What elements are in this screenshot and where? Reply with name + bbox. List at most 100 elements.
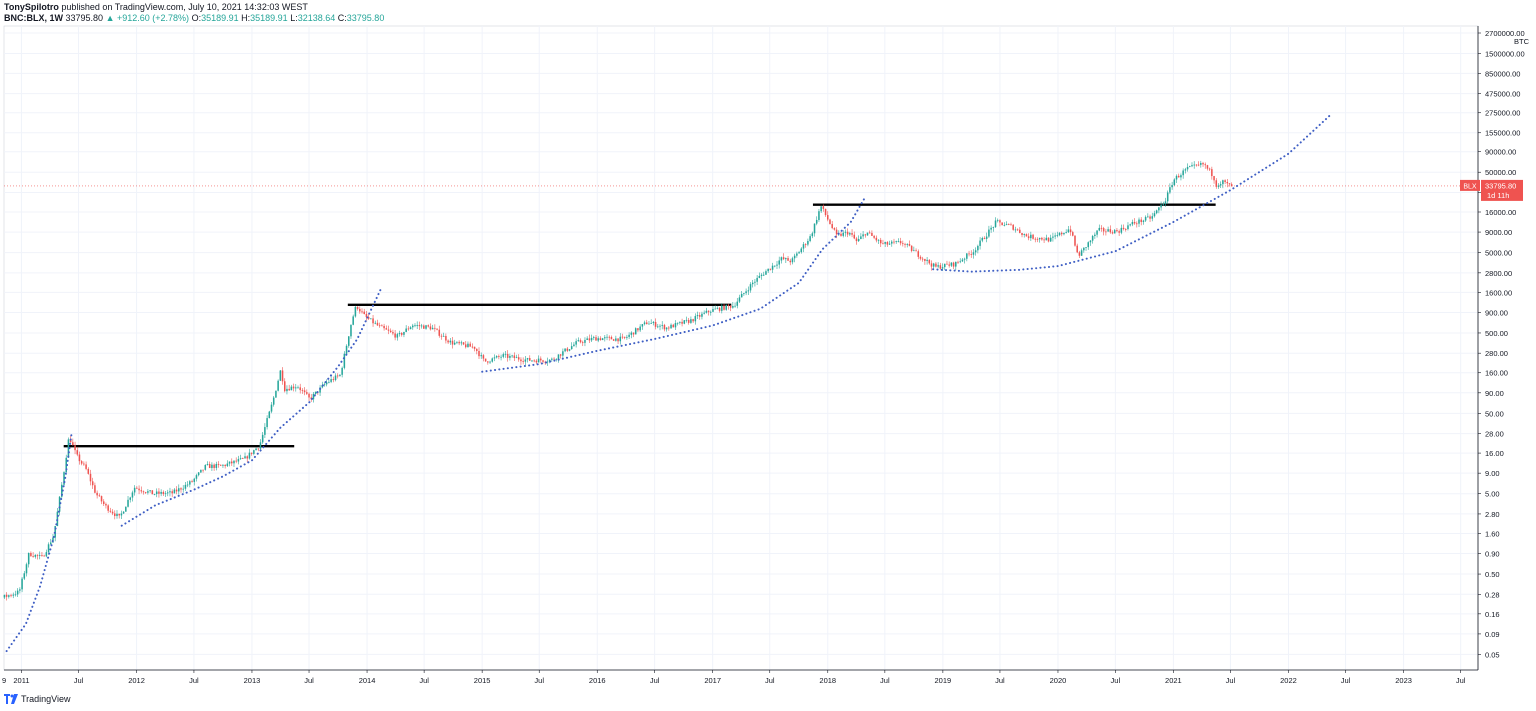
candle-body: [12, 594, 15, 596]
candle-body: [414, 325, 416, 327]
candle-body: [356, 306, 359, 309]
support-curve[interactable]: [932, 113, 1332, 273]
candle-body: [1147, 216, 1149, 218]
candle-body: [1144, 216, 1147, 221]
candle-body: [1003, 224, 1006, 226]
candle-body: [447, 340, 449, 343]
candle-body: [138, 488, 140, 491]
price-tick-label: 850000.00: [1485, 69, 1520, 78]
candle-body: [1228, 183, 1231, 185]
price-tick-label: 5000.00: [1485, 249, 1512, 258]
price-axis[interactable]: 0.05 0.09 0.16 0.28 0.50 0.90 1.60 2.80 5.00 9.00…: [1477, 26, 1530, 670]
candle-body: [696, 315, 699, 317]
candle-body: [520, 359, 522, 362]
candle-body: [1052, 236, 1054, 238]
candle-body: [328, 381, 330, 383]
candle-body: [751, 282, 754, 285]
candle-body: [588, 338, 591, 341]
candle-body: [906, 244, 909, 245]
candle-body: [822, 206, 825, 209]
candle-body: [573, 344, 575, 347]
price-tick-label: 50000.00: [1485, 168, 1516, 177]
candle-body: [1162, 203, 1165, 205]
candle-body: [612, 339, 615, 341]
candle-body: [994, 220, 997, 228]
candle-body: [548, 359, 551, 362]
candle-body: [253, 450, 255, 454]
candle-body: [831, 224, 833, 229]
candle-body: [952, 262, 955, 267]
candle-body: [833, 228, 836, 230]
candle-body: [826, 215, 829, 220]
time-tick-label: Jul: [1341, 676, 1351, 685]
candle-body: [469, 343, 471, 347]
price-tick-label: 475000.00: [1485, 90, 1520, 99]
candle-body: [840, 233, 842, 236]
candle-body: [69, 439, 72, 443]
candle-body: [648, 323, 650, 325]
candle-body: [1012, 224, 1014, 230]
candle-body: [758, 275, 761, 278]
candle-body: [264, 427, 266, 435]
candle-body: [855, 238, 858, 242]
candle-body: [692, 319, 694, 322]
candle-body: [189, 481, 191, 485]
candle-body: [387, 329, 390, 331]
candle-body: [919, 256, 922, 259]
candle-body: [928, 259, 931, 264]
candle-body: [732, 306, 734, 308]
candle-body: [844, 231, 847, 233]
candle-body: [807, 241, 809, 245]
candle-body: [1215, 180, 1218, 187]
candle-body: [524, 359, 527, 362]
candle-body: [716, 307, 719, 309]
candle-body: [740, 293, 743, 298]
candle-body: [412, 325, 414, 328]
candle-body: [659, 325, 661, 327]
candle-body: [195, 475, 198, 479]
candle-body: [1063, 232, 1065, 235]
candle-body: [352, 316, 354, 325]
candle-body: [215, 463, 218, 468]
candle-body: [857, 239, 860, 242]
time-axis[interactable]: 2011 Jul 2012 Jul 2013 Jul 2014 Jul 2015 Jul 2016 J…: [2, 669, 1478, 685]
candle-body: [336, 375, 339, 377]
candle-body: [674, 323, 677, 328]
candle-body: [1074, 235, 1076, 246]
candle-body: [286, 388, 288, 392]
author-name[interactable]: TonySpilotro: [4, 2, 59, 12]
candle-body: [1191, 165, 1193, 167]
price-tick-label: 16000.00: [1485, 208, 1516, 217]
candle-body: [562, 351, 564, 356]
candle-body: [144, 492, 147, 494]
candle-body: [1177, 175, 1180, 178]
candle-body: [626, 336, 628, 338]
candle-body: [489, 361, 491, 363]
tradingview-logo-icon[interactable]: [4, 694, 18, 704]
candle-body: [222, 464, 224, 466]
candle-body: [480, 355, 482, 357]
candle-body: [325, 382, 328, 385]
candle-body: [595, 337, 597, 341]
support-curve[interactable]: [120, 287, 383, 527]
candle-body: [171, 491, 173, 494]
support-curve[interactable]: [5, 430, 73, 653]
candle-body: [442, 335, 445, 337]
candle-body: [754, 281, 756, 283]
candle-body: [533, 360, 535, 362]
candle-body: [184, 484, 187, 489]
candle-body: [272, 397, 275, 405]
candle-body: [948, 264, 950, 266]
candle-body: [1164, 201, 1167, 204]
candle-body: [49, 542, 52, 545]
candle-body: [58, 496, 61, 512]
candle-body: [191, 481, 193, 483]
candle-body: [557, 354, 560, 360]
candle-body: [308, 393, 310, 398]
candle-body: [392, 332, 394, 334]
candle-body: [513, 355, 516, 359]
candle-body: [299, 387, 301, 391]
candle-body: [1226, 181, 1229, 184]
candle-body: [500, 356, 502, 358]
